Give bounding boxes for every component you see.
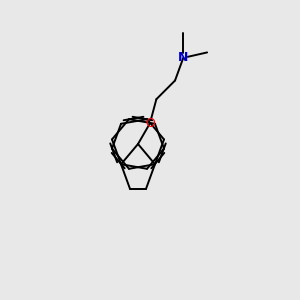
- Text: O: O: [145, 117, 155, 130]
- Text: N: N: [178, 51, 188, 64]
